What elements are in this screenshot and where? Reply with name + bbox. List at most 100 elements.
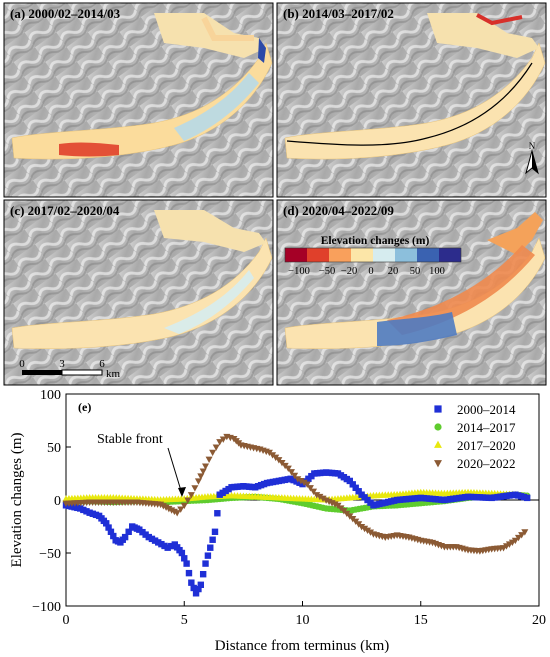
data-point [521,529,529,536]
legend-marker [434,460,442,468]
map-panel-b: N (b) 2014/03–2017/02 [276,2,547,198]
data-point [110,532,117,540]
x-tick-label: 20 [532,613,546,628]
legend-label: 2000–2014 [457,402,516,417]
x-tick-label: 5 [181,613,188,628]
data-point [125,528,132,535]
colorbar: Elevation changes (m) −100 −50 −20 0 20 50 100 [284,235,462,277]
data-point [303,481,311,488]
legend: 2000–2014 2014–2017 2017–2020 2020–2022 [423,398,535,472]
colorbar-swatch-2 [329,248,351,262]
data-point [514,534,523,542]
map-panel-d: Elevation changes (m) −100 −50 −20 0 20 50 100… [276,199,547,386]
x-axis: 0 5 10 15 20 [63,601,546,628]
map-panel-a: (a) 2000/02–2014/03 [3,2,274,198]
colorbar-swatch-0 [285,248,307,262]
data-point [178,549,186,557]
glacier-outline-a [11,42,273,160]
colorbar-swatch-4 [373,248,395,262]
data-point [316,493,324,501]
data-point [291,472,299,480]
y-tick-label: −100 [32,600,61,615]
data-point [346,477,353,485]
colorbar-title: Elevation changes (m) [321,235,430,247]
data-point [212,444,220,451]
y-axis: 100 50 0 −50 −100 [32,388,71,615]
data-point [181,555,188,562]
legend-marker [434,405,442,413]
series-2000–2014 [62,469,531,597]
legend-label: 2014–2017 [457,420,516,435]
panel-label-c: (c) 2017/02–2020/04 [10,203,120,218]
legend-marker [434,440,442,448]
colorbar-tick-6: 100 [429,266,445,277]
data-point [216,439,224,446]
data-point [364,527,372,535]
colorbar-swatch-7 [439,248,461,262]
data-point [209,449,217,457]
y-tick-label: 0 [54,494,61,509]
y-tick-label: 50 [47,441,61,456]
north-label: N [529,141,536,151]
y-tick-label: 100 [40,388,61,403]
scale-tick-0: 0 [19,358,25,370]
y-tick-label: −50 [39,547,61,562]
north-arrow: N [525,141,539,175]
centerline-profile [286,62,533,146]
data-point [205,456,213,464]
data-point [349,481,356,488]
data-point [202,560,209,567]
panel-label-a: (a) 2000/02–2014/03 [10,6,121,21]
x-tick-label: 10 [296,613,310,628]
data-point [188,579,195,586]
legend-label: 2020–2022 [457,456,516,471]
panel-label-d: (d) 2020/04–2022/09 [283,203,394,218]
y-axis-label: Elevation changes (m) [9,433,25,568]
data-point [190,584,197,592]
data-point [294,476,302,483]
colorbar-tick-3: 0 [368,266,373,277]
data-point [511,537,519,545]
data-point [199,468,207,475]
x-tick-label: 0 [63,613,70,628]
colorbar-tick-5: 50 [410,266,421,277]
series-layer [62,433,531,597]
chart-panel-label: (e) [78,400,91,414]
data-point [300,479,308,487]
data-point [173,510,181,517]
data-point [265,449,273,457]
colorbar-tick-1: −50 [319,266,335,277]
data-point [355,488,362,495]
data-point [272,454,280,462]
annotation-text: Stable front [97,432,163,447]
data-point [204,552,212,559]
data-point [306,485,314,492]
map-panel-c: 0 3 6 km (c) 2017/02–2020/04 [3,199,274,386]
scale-tick-3: 3 [59,358,65,370]
data-point [121,533,129,541]
data-point [191,485,199,492]
colorbar-swatch-6 [417,248,439,262]
data-point [358,523,366,531]
data-point [199,571,207,578]
colorbar-tick-4: 20 [388,266,399,277]
data-point [187,492,195,499]
data-point [287,469,295,476]
data-point [192,590,200,597]
x-axis-label: Distance from terminus (km) [215,638,390,654]
colorbar-tick-2: −20 [341,266,357,277]
data-point [366,529,375,536]
legend-label: 2017–2020 [457,438,516,453]
data-point [313,492,321,499]
data-point [184,497,192,504]
data-point [183,560,190,567]
data-point [202,463,210,470]
data-point [197,581,205,588]
data-point [518,532,526,539]
data-point [284,465,292,473]
data-point [523,494,531,502]
colorbar-swatch-1 [307,248,329,262]
scale-unit: km [106,368,121,380]
